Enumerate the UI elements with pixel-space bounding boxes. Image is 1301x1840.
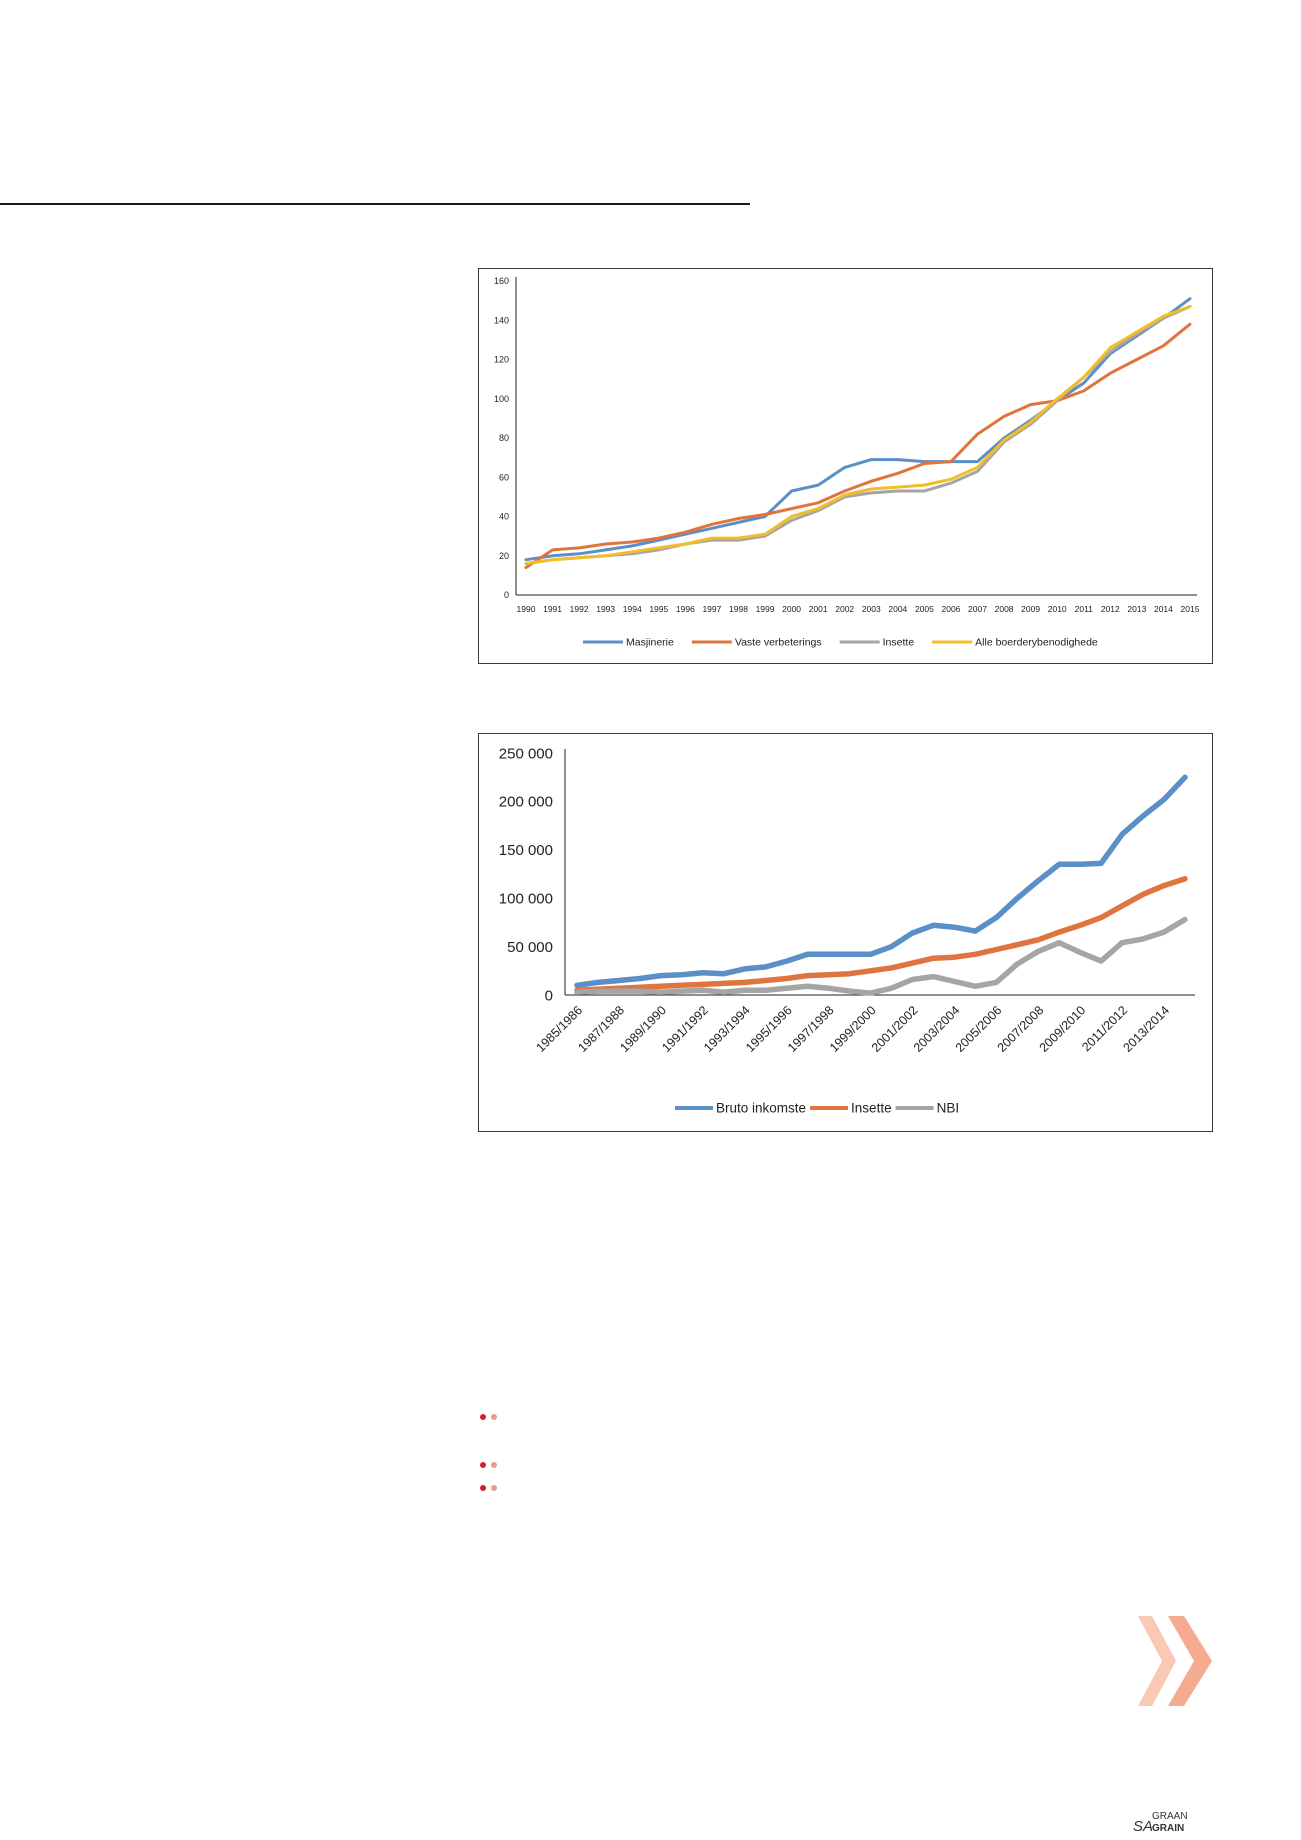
logo-grain: GRAIN bbox=[1152, 1823, 1185, 1834]
x-tick-label: 2009/2010 bbox=[1037, 1003, 1089, 1055]
x-tick-label: 1995 bbox=[649, 604, 668, 614]
series-line bbox=[574, 916, 1188, 996]
y-tick-label: 0 bbox=[504, 590, 509, 600]
legend-label: Bruto inkomste bbox=[716, 1101, 806, 1116]
y-tick-label: 0 bbox=[545, 987, 553, 1004]
x-tick-label: 2006 bbox=[941, 604, 960, 614]
sa-grain-logo: SA GRAAN GRAIN bbox=[1133, 1811, 1208, 1840]
y-tick-label: 20 bbox=[499, 551, 509, 561]
x-tick-label: 2010 bbox=[1048, 604, 1067, 614]
x-tick-label: 1994 bbox=[623, 604, 642, 614]
legend-label: Alle boerderybenodighede bbox=[975, 637, 1098, 649]
x-tick-label: 1997 bbox=[702, 604, 721, 614]
y-tick-label: 250 000 bbox=[499, 745, 553, 762]
legend-label: Insette bbox=[883, 637, 915, 649]
header-rule bbox=[0, 203, 750, 205]
x-tick-label: 2002 bbox=[835, 604, 854, 614]
x-tick-label: 2008 bbox=[995, 604, 1014, 614]
x-tick-label: 2015 bbox=[1181, 604, 1200, 614]
series-line bbox=[524, 305, 1192, 566]
x-tick-label: 2013 bbox=[1127, 604, 1146, 614]
x-tick-label: 2004 bbox=[888, 604, 907, 614]
x-tick-label: 2012 bbox=[1101, 604, 1120, 614]
y-tick-label: 120 bbox=[494, 355, 509, 365]
legend-label: Insette bbox=[851, 1101, 892, 1116]
farm-requisites-price-index-chart: 0 20 40 60 80 100 120 140 160 1990 1991 1992 1993 199… bbox=[478, 268, 1213, 664]
x-tick-label: 1992 bbox=[570, 604, 589, 614]
x-tick-label: 1996 bbox=[676, 604, 695, 614]
legend-label: Vaste verbeterings bbox=[735, 637, 822, 649]
x-tick-label: 2003 bbox=[862, 604, 881, 614]
legend-label: NBI bbox=[937, 1101, 960, 1116]
y-tick-label: 160 bbox=[494, 276, 509, 286]
income-inputs-nbi-chart: 0 50 000 100 000 150 000 200 000 250 000 1985/… bbox=[478, 733, 1213, 1132]
x-tick-label: 1991 bbox=[543, 604, 562, 614]
series-line bbox=[574, 876, 1188, 993]
x-tick-label: 2011 bbox=[1075, 604, 1094, 614]
x-tick-label: 1993 bbox=[596, 604, 615, 614]
bullet-marker bbox=[478, 1414, 498, 1422]
x-tick-label: 2007 bbox=[968, 604, 987, 614]
logo-sa: SA bbox=[1133, 1818, 1154, 1835]
series-line bbox=[524, 305, 1192, 566]
x-tick-label: 2013/2014 bbox=[1120, 1003, 1172, 1055]
chart-1-svg: 0 20 40 60 80 100 120 140 160 1990 1991 1992 1993 199… bbox=[494, 276, 1200, 649]
series-line bbox=[574, 774, 1188, 989]
y-tick-label: 80 bbox=[499, 433, 509, 443]
y-tick-label: 100 bbox=[494, 394, 509, 404]
y-tick-label: 60 bbox=[499, 472, 509, 482]
y-tick-label: 200 000 bbox=[499, 794, 553, 811]
bullet-marker bbox=[478, 1462, 498, 1470]
bullet-marker bbox=[478, 1485, 498, 1493]
x-tick-label: 2000 bbox=[782, 604, 801, 614]
y-tick-label: 140 bbox=[494, 315, 509, 325]
y-tick-label: 50 000 bbox=[507, 939, 553, 956]
chevron-right-icon bbox=[1138, 1616, 1212, 1706]
x-tick-label: 2014 bbox=[1154, 604, 1173, 614]
x-tick-label: 2005 bbox=[915, 604, 934, 614]
logo-graan: GRAAN bbox=[1152, 1811, 1188, 1822]
x-tick-label: 1990 bbox=[517, 604, 536, 614]
x-tick-label: 1999 bbox=[756, 604, 775, 614]
y-tick-label: 100 000 bbox=[499, 890, 553, 907]
series-line bbox=[524, 322, 1192, 569]
y-tick-label: 40 bbox=[499, 512, 509, 522]
y-tick-label: 150 000 bbox=[499, 842, 553, 859]
series-line bbox=[524, 297, 1192, 562]
x-tick-label: 1998 bbox=[729, 604, 748, 614]
x-tick-label: 2001 bbox=[809, 604, 828, 614]
legend-label: Masjinerie bbox=[626, 637, 674, 649]
x-tick-label: 2009 bbox=[1021, 604, 1040, 614]
